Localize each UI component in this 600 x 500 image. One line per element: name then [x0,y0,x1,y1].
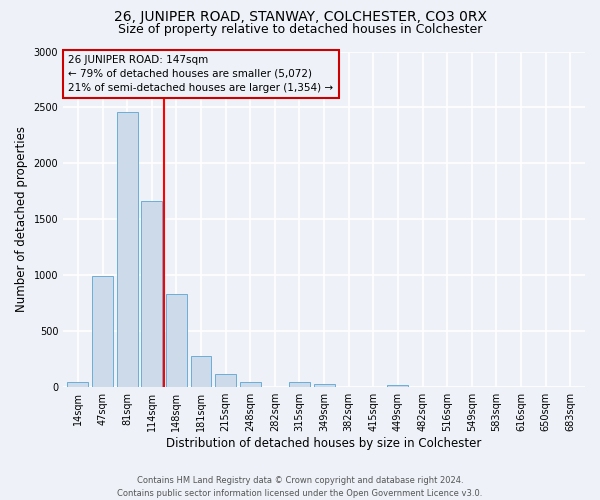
Bar [338,386,359,387]
Bar [166,294,187,387]
Bar [240,382,261,387]
Bar [363,386,384,387]
Bar [67,382,88,387]
Text: 26 JUNIPER ROAD: 147sqm
← 79% of detached houses are smaller (5,072)
21% of semi: 26 JUNIPER ROAD: 147sqm ← 79% of detache… [68,55,334,93]
Y-axis label: Number of detached properties: Number of detached properties [15,126,28,312]
X-axis label: Distribution of detached houses by size in Colchester: Distribution of detached houses by size … [166,437,482,450]
Bar [215,374,236,387]
Bar [314,384,335,387]
Text: Size of property relative to detached houses in Colchester: Size of property relative to detached ho… [118,22,482,36]
Bar [412,386,433,387]
Bar [142,202,162,387]
Bar [117,112,137,387]
Bar [265,386,286,387]
Text: 26, JUNIPER ROAD, STANWAY, COLCHESTER, CO3 0RX: 26, JUNIPER ROAD, STANWAY, COLCHESTER, C… [113,10,487,24]
Text: Contains HM Land Registry data © Crown copyright and database right 2024.
Contai: Contains HM Land Registry data © Crown c… [118,476,482,498]
Bar [388,385,409,387]
Bar [92,276,113,387]
Bar [191,356,211,387]
Bar [289,382,310,387]
